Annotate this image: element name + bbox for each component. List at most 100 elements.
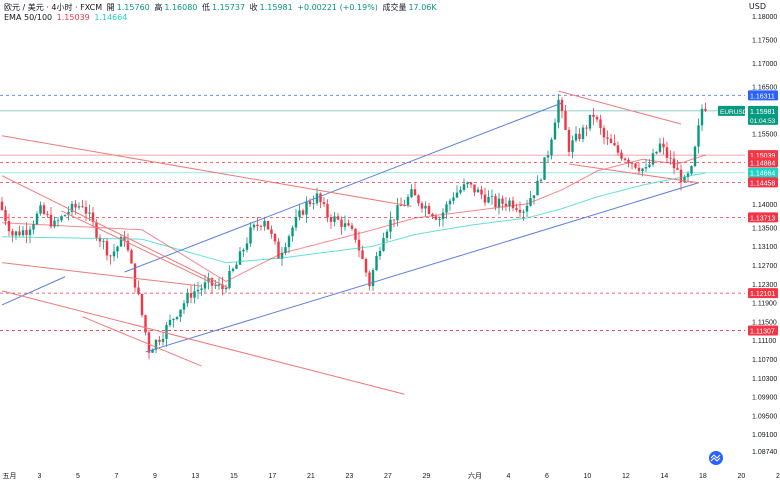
candle-body: [550, 139, 553, 156]
low-label: 低: [201, 3, 210, 12]
y-tick-label: 1.10700: [752, 357, 777, 364]
candle-body: [399, 205, 403, 207]
candle-body: [179, 309, 182, 317]
candle-body: [459, 189, 462, 193]
y-tick-label: 1.08740: [752, 449, 777, 456]
candle-body: [249, 227, 252, 244]
candle-body: [420, 203, 424, 209]
ema-legend[interactable]: EMA 50/100 1.15039 1.14664: [4, 13, 129, 23]
candle-body: [109, 255, 112, 257]
candle-body: [522, 211, 525, 213]
candle-body: [245, 243, 249, 250]
candle-body: [49, 214, 53, 227]
candle-body: [382, 237, 385, 251]
y-tick-label: 1.13500: [752, 225, 777, 232]
candle-body: [154, 339, 158, 350]
candle-body: [119, 236, 123, 247]
x-tick-label: 27: [384, 473, 392, 480]
candle-body: [91, 212, 95, 223]
candle-body: [284, 247, 287, 253]
candle-body: [690, 166, 693, 174]
candle-body: [312, 203, 315, 205]
volume-value: 17.06K: [408, 3, 437, 12]
candle-body: [536, 180, 539, 196]
candle-body: [158, 339, 161, 342]
candle-body: [368, 272, 371, 287]
candle-body: [462, 184, 466, 190]
price-level-text: 1.16311: [750, 93, 775, 100]
open-value: 1.15760: [116, 3, 150, 12]
candle-body: [98, 237, 102, 242]
candle-body: [396, 205, 399, 221]
x-tick-label: 9: [153, 473, 157, 480]
trend-line: [558, 90, 682, 125]
candle-body: [529, 198, 532, 206]
candle-body: [567, 129, 571, 152]
candle-body: [364, 258, 368, 273]
x-tick-label: 18: [699, 473, 707, 480]
candle-body: [18, 231, 21, 236]
candle-body: [539, 179, 543, 181]
close-value: 1.15981: [259, 3, 293, 12]
candle-body: [137, 287, 140, 295]
candle-body: [53, 220, 56, 227]
candle-body: [172, 318, 175, 321]
price-level-badge: [748, 325, 778, 336]
candle-body: [319, 193, 322, 203]
candle-body: [389, 219, 392, 232]
candle-body: [469, 182, 473, 185]
candle-body: [165, 325, 168, 339]
candle-body: [658, 143, 662, 152]
y-tick-label: 1.11100: [752, 338, 776, 345]
candle-body: [427, 205, 431, 215]
x-tick-label: 12: [622, 473, 630, 480]
candle-body: [434, 216, 438, 220]
candle-body: [504, 203, 508, 207]
x-tick-label: 7: [115, 473, 119, 480]
currency-label: USD: [748, 2, 766, 11]
candle-body: [301, 210, 305, 215]
candle-body: [494, 196, 497, 208]
candle-body: [35, 213, 39, 225]
candle-body: [599, 119, 602, 128]
candle-body: [67, 212, 70, 216]
price-level-badge: [748, 177, 778, 188]
candle-body: [676, 168, 679, 170]
candle-body: [231, 268, 235, 271]
price-level-badge: [748, 90, 778, 101]
candle-body: [441, 212, 445, 220]
candle-body: [203, 282, 207, 289]
high-value: 1.16080: [164, 3, 198, 12]
candle-body: [560, 99, 564, 111]
candle-body: [606, 137, 609, 139]
x-tick-label: 14: [661, 473, 669, 480]
candle-body: [287, 236, 291, 248]
candle-body: [266, 220, 270, 230]
candle-body: [571, 140, 574, 152]
candle-body: [182, 303, 186, 310]
candle-body: [235, 264, 238, 269]
candle-body: [543, 157, 546, 180]
candle-body: [585, 127, 588, 129]
candle-body: [634, 163, 637, 168]
y-tick-label: 1.16500: [752, 84, 777, 91]
x-tick-label: 3: [38, 473, 42, 480]
candle-body: [326, 203, 329, 218]
candle-body: [518, 209, 522, 213]
x-tick-label: 24: [776, 473, 780, 480]
candle-body: [669, 157, 672, 159]
chart-logo-icon: [709, 451, 723, 465]
candle-body: [347, 223, 350, 226]
candle-body: [644, 167, 648, 169]
price-level-text: 1.15039: [750, 153, 775, 160]
candle-body: [298, 210, 301, 217]
symbol-tag-text: EURUSD: [720, 109, 748, 116]
candle-body: [581, 127, 585, 140]
candle-body: [63, 215, 67, 217]
candle-body: [480, 189, 483, 195]
candle-body: [0, 201, 4, 210]
x-tick-label: 21: [307, 473, 315, 480]
candle-body: [357, 239, 361, 251]
candle-body: [406, 197, 410, 205]
